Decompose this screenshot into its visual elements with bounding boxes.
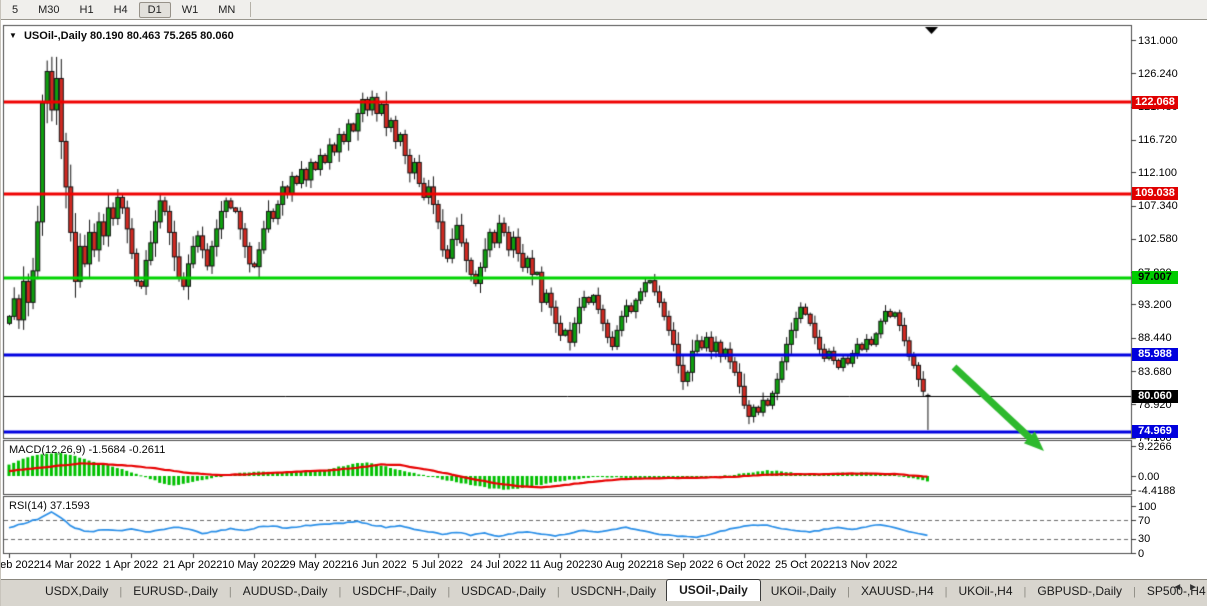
x-axis-date-label: 1 Apr 2022 [104, 559, 159, 571]
macd-name: MACD(12,26,9) [9, 444, 86, 456]
tab-separator: | [1133, 586, 1136, 598]
y-axis-tick-label: 107.340 [1138, 200, 1178, 213]
tab-separator: | [556, 586, 560, 598]
chart-symbol-header[interactable]: ▼ USOil-,Daily 80.190 80.463 75.265 80.0… [9, 30, 234, 42]
y-axis-tick-label: 83.680 [1138, 365, 1172, 378]
timeframe-button-W1[interactable]: W1 [181, 3, 199, 16]
x-axis-date-label: 24 Jul 2022 [470, 559, 528, 571]
price-level-badge: 97.007 [1132, 271, 1178, 285]
x-axis-date-label: 23 Feb 2022 [0, 559, 40, 571]
timeframe-button-D1[interactable]: D1 [138, 1, 171, 18]
x-axis-date-label: 13 Nov 2022 [835, 559, 898, 571]
x-axis-date-label: 29 May 2022 [283, 559, 347, 571]
tab-separator: | [847, 586, 850, 598]
timeframe-button-M30[interactable]: M30 [38, 3, 60, 16]
chart-tab-ukoil-h4[interactable]: UKOil-,H4 [958, 584, 1013, 598]
price-level-badge: 122.068 [1132, 95, 1178, 109]
chart-tabs-bar: USDX,Daily | EURUSD-,Daily | AUDUSD-,Daily | U… [1, 579, 1207, 601]
price-level-badge: 85.988 [1132, 348, 1178, 362]
chart-symbol-label: USOil-,Daily [23, 30, 87, 42]
macd-axis-tick-label: -4.4188 [1138, 484, 1176, 497]
chart-tab-audusd-daily[interactable]: AUDUSD-,Daily [242, 584, 328, 598]
rsi-indicator-label: RSI(14) 37.1593 [9, 500, 90, 512]
chart-tab-usdchf-daily[interactable]: USDCHF-,Daily [352, 584, 437, 598]
rsi-name: RSI(14) [9, 500, 47, 512]
macd-indicator-label: MACD(12,26,9) -1.5684 -0.2611 [9, 444, 165, 456]
x-axis-date-label: 10 May 2022 [222, 559, 286, 571]
timeframe-toolbar: 5 M30 H1 H4 D1 W1 MN [1, 0, 1207, 20]
x-axis-date-label: 14 Mar 2022 [39, 559, 102, 571]
x-axis-date-label: 21 Apr 2022 [163, 559, 223, 571]
timeframe-button-5[interactable]: 5 [12, 3, 19, 16]
x-axis-date-label: 6 Oct 2022 [716, 559, 771, 571]
y-axis-tick-label: 116.720 [1138, 134, 1177, 147]
timeframe-button-H4[interactable]: H4 [113, 3, 128, 16]
tab-scroll-left-icon[interactable]: ◄ [1172, 582, 1189, 593]
chart-tab-usdx-daily[interactable]: USDX,Daily [45, 584, 109, 598]
chart-tab-usoil-daily[interactable]: USOil-,Daily [666, 579, 761, 601]
chart-tab-ukoil-daily[interactable]: UKOil-,Daily [770, 584, 837, 598]
y-axis-tick-label: 131.000 [1138, 34, 1178, 47]
chart-tab-sp500-h4[interactable]: SP500-,H4 [1146, 584, 1206, 598]
rsi-axis-tick-label: 30 [1138, 533, 1151, 546]
y-axis-tick-label: 93.200 [1138, 298, 1172, 311]
chart-tab-xauusd-h4[interactable]: XAUUSD-,H4 [860, 584, 934, 598]
macd-values: -1.5684 -0.2611 [88, 444, 166, 456]
chart-tab-gbpusd-daily[interactable]: GBPUSD-,Daily [1037, 584, 1123, 598]
status-strip [1, 601, 1207, 606]
x-axis-date-label: 5 Jul 2022 [412, 559, 463, 571]
tab-separator: | [447, 586, 451, 598]
timeframe-button-H1[interactable]: H1 [79, 3, 94, 16]
price-level-badge: 74.969 [1132, 425, 1178, 439]
rsi-axis-tick-label: 0 [1138, 547, 1145, 560]
x-axis-date-label: 25 Oct 2022 [775, 559, 835, 571]
x-axis-date-label: 30 Aug 2022 [590, 559, 653, 571]
tab-separator: | [338, 586, 342, 598]
chart-tab-eurusd-daily[interactable]: EURUSD-,Daily [133, 584, 218, 598]
tab-separator: | [119, 586, 123, 598]
macd-axis-tick-label: 0.00 [1138, 470, 1160, 483]
rsi-axis-tick-label: 70 [1138, 514, 1151, 527]
y-axis-tick-label: 126.240 [1138, 67, 1178, 80]
macd-axis-tick-label: 9.2266 [1138, 440, 1172, 453]
rsi-axis-tick-label: 100 [1138, 500, 1157, 513]
timeframe-button-MN[interactable]: MN [218, 3, 236, 16]
y-axis-tick-label: 102.580 [1138, 233, 1178, 246]
dropdown-triangle-icon[interactable]: ▼ [9, 31, 17, 40]
tab-separator: | [944, 586, 948, 598]
toolbar-separator [250, 2, 252, 17]
tab-scroll-arrows: ◄► [1172, 582, 1204, 593]
x-axis-date-label: 11 Aug 2022 [529, 559, 591, 571]
price-level-badge: 80.060 [1132, 389, 1178, 403]
chart-ohlc-values: 80.190 80.463 75.265 80.060 [90, 30, 234, 42]
tab-scroll-right-icon[interactable]: ► [1188, 582, 1204, 593]
rsi-value: 37.1593 [49, 500, 90, 512]
x-axis-date-label: 16 Jun 2022 [346, 559, 407, 571]
tab-separator: | [1023, 586, 1027, 598]
y-axis-tick-label: 88.440 [1138, 332, 1172, 345]
price-level-badge: 109.038 [1132, 187, 1178, 201]
chart-tab-usdcnh-daily[interactable]: USDCNH-,Daily [570, 584, 657, 598]
y-axis-tick-label: 112.100 [1138, 166, 1177, 179]
x-axis-date-label: 18 Sep 2022 [651, 559, 714, 571]
tab-separator: | [228, 586, 232, 598]
chart-tab-usdcad-daily[interactable]: USDCAD-,Daily [461, 584, 546, 598]
